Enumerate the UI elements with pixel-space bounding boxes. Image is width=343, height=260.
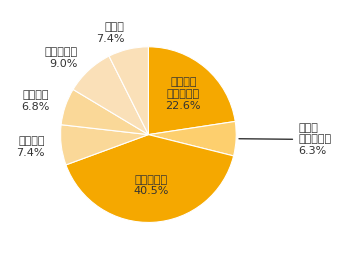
Text: 笹ごと
とっておく
6.3%: 笹ごと とっておく 6.3% — [239, 123, 331, 156]
Wedge shape — [61, 89, 149, 135]
Text: 火で燃やす
9.0%: 火で燃やす 9.0% — [44, 47, 78, 69]
Text: ゴミに出す
40.5%: ゴミに出す 40.5% — [133, 175, 169, 196]
Text: 短冊だけ
とっておく
22.6%: 短冊だけ とっておく 22.6% — [166, 77, 201, 110]
Wedge shape — [109, 47, 149, 135]
Wedge shape — [61, 125, 149, 165]
Text: その他
7.4%: その他 7.4% — [96, 22, 124, 44]
Wedge shape — [149, 121, 236, 156]
Text: 川に流す
6.8%: 川に流す 6.8% — [21, 90, 49, 112]
Wedge shape — [66, 135, 234, 223]
Wedge shape — [73, 56, 149, 135]
Text: 奉納する
7.4%: 奉納する 7.4% — [16, 136, 45, 158]
Wedge shape — [149, 47, 235, 135]
